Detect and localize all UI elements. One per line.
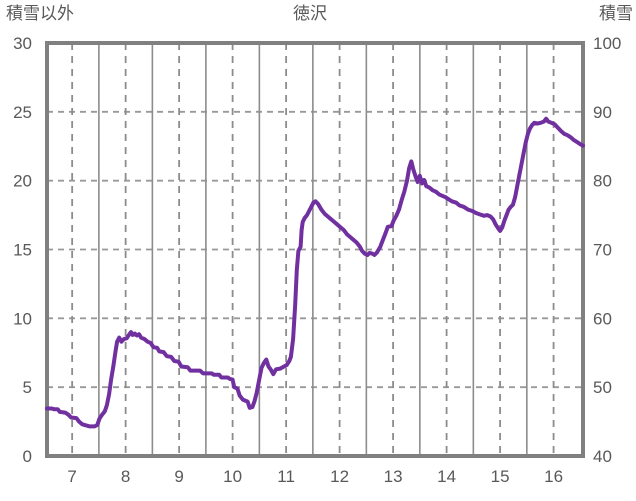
left-axis-tick-label: 10 xyxy=(13,309,32,328)
grid-layer xyxy=(47,43,583,456)
x-axis-tick-label: 15 xyxy=(491,467,510,486)
right-axis-tick-label: 40 xyxy=(593,447,612,466)
right-axis-tick-label: 50 xyxy=(593,378,612,397)
x-axis-tick-label: 16 xyxy=(544,467,563,486)
left-axis-tick-label: 30 xyxy=(13,34,32,53)
series-layer xyxy=(45,116,585,429)
right-axis-tick-label: 90 xyxy=(593,103,612,122)
data-series-line xyxy=(45,116,585,429)
x-axis-tick-label: 12 xyxy=(330,467,349,486)
x-axis-tick-label: 11 xyxy=(277,467,295,486)
x-axis-tick-label: 8 xyxy=(121,467,130,486)
x-axis-tick-label: 10 xyxy=(223,467,242,486)
x-axis-tick-label: 14 xyxy=(437,467,456,486)
left-axis-tick-label: 20 xyxy=(13,172,32,191)
right-axis-tick-label: 100 xyxy=(593,34,621,53)
left-axis-tick-label: 0 xyxy=(23,447,32,466)
chart-title: 徳沢 xyxy=(293,4,327,23)
left-axis-tick-label: 25 xyxy=(13,103,32,122)
left-axis-tick-label: 5 xyxy=(23,378,32,397)
left-axis-title: 積雪以外 xyxy=(6,4,74,23)
right-axis-tick-label: 60 xyxy=(593,309,612,328)
x-axis-tick-label: 7 xyxy=(67,467,76,486)
x-axis-tick-label: 9 xyxy=(174,467,183,486)
left-axis-tick-label: 15 xyxy=(13,241,32,260)
plot-frame xyxy=(45,41,585,458)
right-axis-tick-label: 70 xyxy=(593,241,612,260)
frame-layer xyxy=(45,41,585,458)
right-axis-tick-label: 80 xyxy=(593,172,612,191)
x-axis-tick-label: 13 xyxy=(384,467,403,486)
right-axis-title: 積雪 xyxy=(599,4,633,23)
